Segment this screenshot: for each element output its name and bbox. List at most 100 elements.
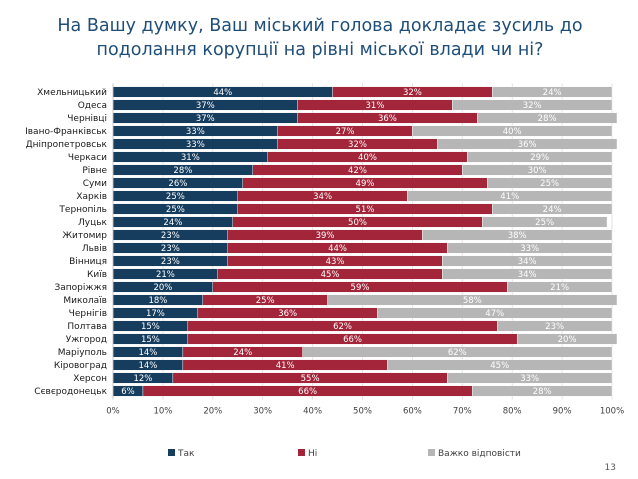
category-label: Одеса (78, 101, 107, 111)
x-tick-label: 20% (203, 407, 222, 417)
bar-segment (412, 125, 613, 137)
bar-segment (516, 333, 618, 345)
category-label: Суми (83, 179, 107, 189)
data-label: 62% (448, 348, 467, 358)
data-label: 38% (508, 231, 527, 241)
category-label: Вінниця (69, 257, 107, 267)
data-label: 36% (518, 140, 537, 150)
data-label: 44% (328, 244, 347, 254)
data-label: 55% (301, 374, 320, 384)
bar-segment (387, 359, 613, 371)
data-label: 33% (520, 244, 539, 254)
category-label: Запоріжжя (54, 283, 107, 293)
data-label: 21% (550, 283, 569, 293)
data-label: 24% (163, 218, 182, 228)
data-label: 39% (316, 231, 335, 241)
category-label: Рівне (82, 166, 107, 176)
data-label: 25% (540, 179, 559, 189)
data-label: 36% (278, 309, 297, 319)
bar-segment (447, 242, 613, 254)
category-label: Київ (87, 270, 107, 280)
data-label: 21% (156, 270, 175, 280)
category-label: Львів (82, 244, 107, 254)
data-label: 42% (348, 166, 367, 176)
category-label: Полтава (67, 322, 107, 332)
data-label: 26% (168, 179, 187, 189)
data-label: 23% (161, 244, 180, 254)
page-number: 13 (604, 463, 616, 473)
data-label: 25% (256, 296, 275, 306)
bar-segment (482, 216, 608, 228)
data-label: 66% (343, 335, 362, 345)
chart-title: На Вашу думку, Ваш міський голова доклад… (40, 14, 600, 62)
bar-segment (452, 99, 613, 111)
bar-segment (442, 255, 613, 267)
data-label: 51% (356, 205, 375, 215)
data-label: 66% (298, 387, 317, 397)
x-tick-label: 50% (353, 407, 372, 417)
data-label: 28% (173, 166, 192, 176)
data-label: 12% (133, 374, 152, 384)
bar-segment (492, 203, 613, 215)
category-label: Ужгород (66, 335, 107, 345)
data-label: 20% (153, 283, 172, 293)
data-label: 50% (348, 218, 367, 228)
data-label: 14% (138, 361, 157, 371)
bar-segment (467, 151, 613, 163)
x-tick-label: 40% (303, 407, 322, 417)
chart-title-line-1: На Вашу думку, Ваш міський голова доклад… (57, 16, 583, 36)
data-label: 24% (233, 348, 252, 358)
category-label: Хмельницький (37, 88, 107, 98)
data-label: 28% (533, 387, 552, 397)
data-label: 34% (518, 270, 537, 280)
bar-segment (407, 190, 613, 202)
bar-segment (477, 112, 618, 124)
bar-segment (472, 385, 613, 397)
data-label: 14% (138, 348, 157, 358)
data-label: 20% (558, 335, 577, 345)
x-tick-label: 90% (553, 407, 572, 417)
data-label: 41% (500, 192, 519, 202)
data-label: 62% (333, 322, 352, 332)
category-label: Черкаси (68, 153, 107, 163)
data-label: 33% (520, 374, 539, 384)
data-label: 25% (166, 205, 185, 215)
data-label: 49% (356, 179, 375, 189)
data-label: 23% (161, 231, 180, 241)
data-label: 24% (543, 88, 562, 98)
data-label: 18% (148, 296, 167, 306)
category-label: Маріуполь (58, 348, 107, 358)
data-label: 34% (518, 257, 537, 267)
data-label: 33% (186, 127, 205, 137)
data-label: 6% (121, 387, 135, 397)
data-label: 33% (186, 140, 205, 150)
bar-segment (422, 229, 613, 241)
bar-segment (377, 307, 613, 319)
legend-label: Важко відповісти (438, 449, 521, 459)
data-label: 29% (530, 153, 549, 163)
legend-swatch (298, 449, 305, 456)
data-label: 25% (535, 218, 554, 228)
data-label: 37% (196, 114, 215, 124)
data-label: 32% (523, 101, 542, 111)
bar-segment (487, 177, 613, 189)
data-label: 45% (321, 270, 340, 280)
data-label: 27% (336, 127, 355, 137)
legend-swatch (428, 449, 435, 456)
data-label: 44% (213, 88, 232, 98)
data-label: 24% (543, 205, 562, 215)
x-tick-label: 70% (453, 407, 472, 417)
data-label: 32% (403, 88, 422, 98)
category-label: Херсон (73, 374, 107, 384)
data-label: 59% (351, 283, 370, 293)
data-label: 40% (503, 127, 522, 137)
data-label: 17% (146, 309, 165, 319)
category-label: Тернопіль (58, 205, 107, 215)
data-label: 15% (141, 322, 160, 332)
bar-segment (437, 138, 618, 150)
category-label: Дніпропетровськ (26, 140, 108, 150)
bar-segment (327, 294, 618, 306)
x-tick-label: 60% (403, 407, 422, 417)
bar-segment (492, 86, 613, 98)
